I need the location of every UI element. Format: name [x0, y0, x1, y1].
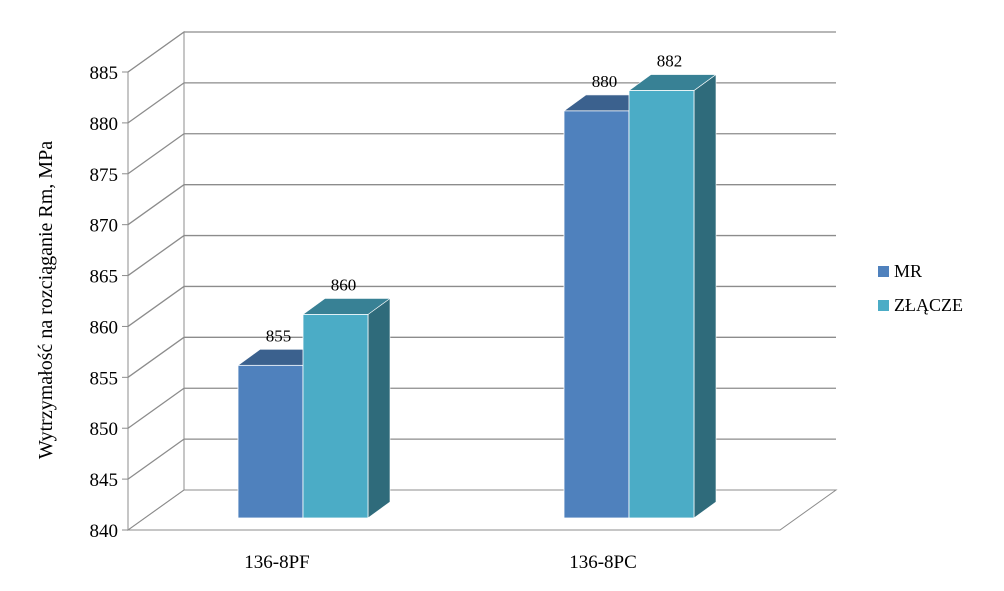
category-labels: 136-8PF 136-8PC [244, 552, 637, 573]
legend-swatch [878, 300, 889, 311]
gridlines [127, 31, 836, 480]
gridline [127, 285, 836, 327]
side-wall [127, 31, 185, 531]
y-tick-label: 875 [90, 165, 119, 186]
bar [628, 90, 695, 519]
gridline [127, 31, 836, 73]
bars [237, 73, 717, 519]
y-tick-label: 855 [90, 368, 119, 389]
gridline [127, 234, 836, 277]
floor [126, 489, 838, 531]
legend: MR ZŁĄCZE [878, 261, 963, 315]
data-label: 855 [266, 326, 292, 345]
legend-swatch [878, 266, 889, 277]
data-labels: 855 860 880 882 [266, 52, 683, 346]
bar-side [693, 73, 717, 519]
gridline [127, 82, 836, 124]
legend-label: ZŁĄCZE [894, 295, 963, 315]
y-tick-label: 880 [90, 114, 119, 135]
bar [237, 364, 304, 519]
y-tick-label: 885 [90, 63, 119, 84]
category-label: 136-8PC [569, 552, 637, 573]
y-axis-ticks: 840 845 850 855 860 865 870 875 880 885 [90, 63, 780, 542]
gridline [127, 438, 836, 480]
gridline [127, 387, 836, 429]
legend-label: MR [894, 261, 922, 281]
y-tick-label: 840 [90, 521, 119, 542]
bar-side [367, 297, 391, 519]
y-axis-title: Wytrzymałość na rozciąganie Rm, MPa [35, 141, 57, 459]
category-label: 136-8PF [244, 552, 309, 573]
bar [302, 314, 369, 519]
data-label: 860 [331, 275, 357, 294]
y-tick-label: 860 [90, 317, 119, 338]
gridline [127, 336, 836, 378]
gridline [127, 184, 836, 226]
data-label: 882 [657, 52, 683, 71]
bar [563, 110, 630, 519]
gridline [127, 133, 836, 175]
y-tick-label: 870 [90, 216, 119, 237]
y-tick-label: 865 [90, 267, 119, 288]
data-label: 880 [592, 72, 618, 91]
y-tick-label: 845 [90, 470, 119, 491]
chart-walls [126, 31, 838, 531]
y-tick-label: 850 [90, 419, 119, 440]
